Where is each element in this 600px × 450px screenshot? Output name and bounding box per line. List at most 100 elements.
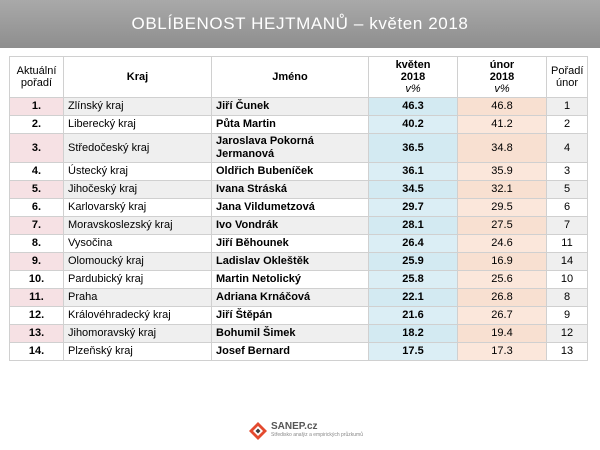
name-cell: Ladislav Okleštěk [211,252,369,271]
may-value-cell: 18.2 [368,324,458,343]
header-rank: Aktuální pořadí [9,56,64,98]
may-value-cell: 26.4 [368,234,458,253]
rank-cell: 2. [9,115,64,134]
sanep-logo: SANEP.cz Středisko analýz a empirických … [248,418,363,444]
feb-value-cell: 32.1 [457,180,547,199]
may-value-cell: 46.3 [368,97,458,116]
region-cell: Jihočeský kraj [63,180,212,199]
prev-rank-cell: 5 [546,180,588,199]
rank-cell: 14. [9,342,64,361]
table-row: 12. Královéhradecký kraj Jiří Štěpán 21.… [9,306,588,325]
table-row: 3. Středočeský kraj Jaroslava Pokorná Je… [9,133,588,163]
feb-value-cell: 19.4 [457,324,547,343]
feb-value-cell: 26.7 [457,306,547,325]
region-cell: Vysočina [63,234,212,253]
rank-cell: 7. [9,216,64,235]
logo-subtitle: Středisko analýz a empirických průzkumů [271,432,363,438]
rank-cell: 9. [9,252,64,271]
table-row: 2. Liberecký kraj Půta Martin 40.2 41.2 … [9,115,588,134]
prev-rank-cell: 8 [546,288,588,307]
table-header-row: Aktuální pořadí Kraj Jméno květen 2018 v… [9,56,588,98]
rank-cell: 4. [9,162,64,181]
region-cell: Olomoucký kraj [63,252,212,271]
logo-name: SANEP.cz [271,421,318,432]
header-prev-rank: Pořadí únor [546,56,588,98]
prev-rank-cell: 6 [546,198,588,217]
prev-rank-cell: 14 [546,252,588,271]
rank-cell: 6. [9,198,64,217]
region-cell: Pardubický kraj [63,270,212,289]
feb-value-cell: 35.9 [457,162,547,181]
prev-rank-cell: 13 [546,342,588,361]
region-cell: Středočeský kraj [63,133,212,163]
region-cell: Praha [63,288,212,307]
region-cell: Královéhradecký kraj [63,306,212,325]
table-row: 7. Moravskoslezský kraj Ivo Vondrák 28.1… [9,216,588,235]
name-cell: Martin Netolický [211,270,369,289]
header-may-2018: květen 2018 v% [368,56,458,98]
rank-cell: 3. [9,133,64,163]
name-cell: Adriana Krnáčová [211,288,369,307]
sanep-logo-icon [249,422,267,440]
rank-cell: 12. [9,306,64,325]
prev-rank-cell: 10 [546,270,588,289]
header-feb-2018: únor 2018 v% [457,56,547,98]
rank-cell: 13. [9,324,64,343]
may-value-cell: 36.1 [368,162,458,181]
name-cell: Ivana Stráská [211,180,369,199]
header-name: Jméno [211,56,369,98]
prev-rank-cell: 7 [546,216,588,235]
name-cell: Jiří Běhounek [211,234,369,253]
table-row: 8. Vysočina Jiří Běhounek 26.4 24.6 11 [9,234,588,253]
may-value-cell: 25.9 [368,252,458,271]
page-title: OBLÍBENOST HEJTMANŮ – květen 2018 [131,14,469,33]
prev-rank-cell: 11 [546,234,588,253]
region-cell: Karlovarský kraj [63,198,212,217]
prev-rank-cell: 1 [546,97,588,116]
rank-cell: 8. [9,234,64,253]
prev-rank-cell: 2 [546,115,588,134]
title-bar: OBLÍBENOST HEJTMANŮ – květen 2018 [0,0,600,48]
rank-cell: 11. [9,288,64,307]
feb-value-cell: 17.3 [457,342,547,361]
name-cell: Ivo Vondrák [211,216,369,235]
results-table: Aktuální pořadí Kraj Jméno květen 2018 v… [9,56,588,361]
table-row: 1. Zlínský kraj Jiří Čunek 46.3 46.8 1 [9,97,588,116]
rank-cell: 10. [9,270,64,289]
may-value-cell: 34.5 [368,180,458,199]
table-row: 11. Praha Adriana Krnáčová 22.1 26.8 8 [9,288,588,307]
prev-rank-cell: 12 [546,324,588,343]
name-cell: Jiří Štěpán [211,306,369,325]
table-row: 4. Ústecký kraj Oldřich Bubeníček 36.1 3… [9,162,588,181]
header-region: Kraj [63,56,212,98]
name-cell: Jaroslava Pokorná Jermanová [211,133,369,163]
feb-value-cell: 25.6 [457,270,547,289]
prev-rank-cell: 3 [546,162,588,181]
region-cell: Moravskoslezský kraj [63,216,212,235]
feb-value-cell: 46.8 [457,97,547,116]
may-value-cell: 17.5 [368,342,458,361]
feb-value-cell: 26.8 [457,288,547,307]
feb-value-cell: 27.5 [457,216,547,235]
feb-value-cell: 34.8 [457,133,547,163]
table-row: 10. Pardubický kraj Martin Netolický 25.… [9,270,588,289]
results-table-container: Aktuální pořadí Kraj Jméno květen 2018 v… [9,56,588,361]
region-cell: Plzeňský kraj [63,342,212,361]
table-row: 5. Jihočeský kraj Ivana Stráská 34.5 32.… [9,180,588,199]
may-value-cell: 21.6 [368,306,458,325]
feb-value-cell: 16.9 [457,252,547,271]
table-row: 9. Olomoucký kraj Ladislav Okleštěk 25.9… [9,252,588,271]
rank-cell: 1. [9,97,64,116]
region-cell: Liberecký kraj [63,115,212,134]
prev-rank-cell: 9 [546,306,588,325]
name-cell: Oldřich Bubeníček [211,162,369,181]
may-value-cell: 36.5 [368,133,458,163]
prev-rank-cell: 4 [546,133,588,163]
region-cell: Jihomoravský kraj [63,324,212,343]
feb-value-cell: 41.2 [457,115,547,134]
table-row: 14. Plzeňský kraj Josef Bernard 17.5 17.… [9,342,588,361]
region-cell: Zlínský kraj [63,97,212,116]
name-cell: Jana Vildumetzová [211,198,369,217]
feb-value-cell: 24.6 [457,234,547,253]
region-cell: Ústecký kraj [63,162,212,181]
